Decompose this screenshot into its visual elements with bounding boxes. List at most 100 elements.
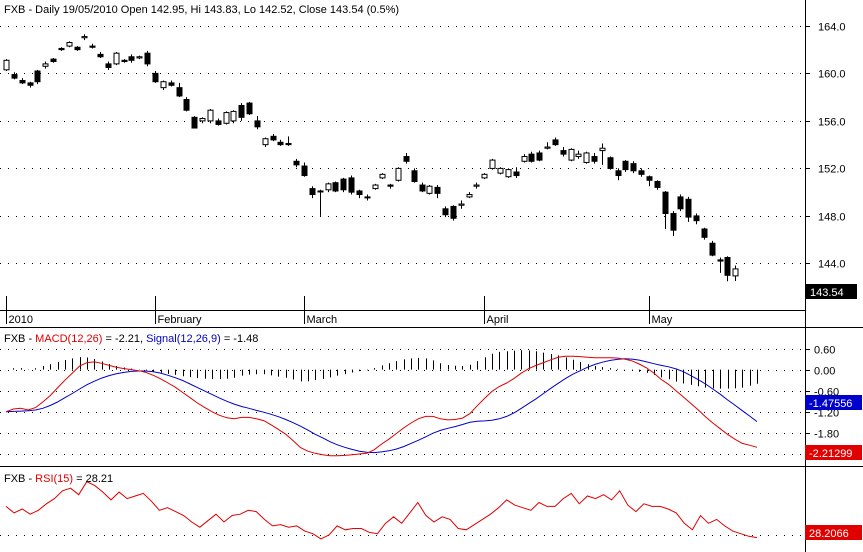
rsi-value: = 28.21: [73, 473, 113, 485]
candle-down: [638, 170, 645, 175]
candle-down: [246, 102, 253, 115]
candle-down: [630, 163, 637, 172]
macd-tick-label: -1.20: [814, 408, 839, 420]
candle-down: [411, 170, 418, 182]
candle-up: [160, 81, 167, 89]
candle-down: [591, 156, 598, 162]
candle-down: [387, 184, 394, 187]
candle-down: [340, 178, 347, 191]
candle-up: [544, 146, 551, 149]
macd-tick-label: -1.80: [814, 429, 839, 441]
candle-up: [505, 169, 512, 178]
price-tick-label: 160.0: [818, 69, 846, 81]
candle-down: [128, 56, 135, 61]
candle-up: [325, 183, 332, 191]
candle-down: [74, 46, 81, 51]
candle-up: [473, 184, 480, 187]
candle-up: [317, 190, 324, 193]
candle-down: [709, 242, 716, 256]
candle-down: [50, 58, 57, 63]
candle-down: [11, 74, 18, 79]
candle-down: [442, 208, 449, 216]
candle-down: [724, 256, 731, 276]
candle-down: [277, 141, 284, 146]
candle-down: [536, 152, 543, 161]
candle-down: [301, 165, 308, 177]
price-tick-label: 156.0: [818, 117, 846, 129]
price-tick-label: 164.0: [818, 22, 846, 34]
signal-value-tag-text: -1.47556: [809, 398, 852, 410]
candle-down: [450, 205, 457, 219]
candle-down: [717, 259, 724, 262]
candle-down: [677, 196, 684, 210]
candle-up: [199, 118, 206, 122]
candle-up: [497, 167, 504, 174]
candle-up: [458, 203, 465, 206]
candle-down: [434, 186, 441, 194]
candle-up: [262, 138, 269, 146]
signal-series-label: Signal(12,26,9): [146, 333, 221, 345]
date-tick-label: April: [487, 314, 509, 326]
candle-down: [646, 176, 653, 181]
candle-up: [223, 112, 230, 124]
candle-up: [395, 167, 402, 181]
candle-down: [419, 184, 426, 192]
rsi-header: FXB - RSI(15) = 28.21: [4, 473, 113, 485]
candle-down: [309, 188, 316, 196]
candle-up: [732, 268, 739, 277]
price-header: FXB - Daily 19/05/2010 Open 142.95, Hi 1…: [4, 4, 399, 16]
candle-down: [332, 182, 339, 192]
macd-header: FXB - MACD(12,26) = -2.21, Signal(12,26,…: [4, 333, 258, 345]
candle-down: [513, 171, 520, 177]
candle-up: [372, 184, 379, 190]
candle-up: [364, 196, 371, 199]
candle-down: [654, 180, 661, 188]
macd-value-tag-text: -2.21299: [809, 448, 852, 460]
candle-down: [27, 82, 34, 86]
candle-down: [615, 170, 622, 177]
macd-value-tag: -2.21299: [805, 445, 862, 460]
candle-down: [356, 190, 363, 196]
candle-down: [403, 156, 410, 162]
macd-tick-label: 0.00: [814, 366, 835, 378]
candle-up: [42, 63, 49, 67]
signal-value-tag: -1.47556: [805, 395, 862, 410]
candle-up: [379, 173, 386, 179]
signal-value: = -1.48: [221, 333, 259, 345]
candle-down: [270, 135, 277, 141]
macd-prefix: FXB -: [4, 333, 35, 345]
candle-up: [230, 110, 237, 122]
candle-up: [81, 36, 88, 39]
candle-down: [152, 72, 159, 83]
candle-up: [575, 153, 582, 158]
candle-down: [670, 213, 677, 231]
candle-down: [285, 142, 292, 146]
candle-up: [599, 147, 606, 152]
candle-down: [105, 63, 112, 68]
candle-down: [693, 215, 700, 222]
candle-up: [3, 59, 10, 71]
candle-down: [121, 59, 128, 63]
macd-histogram: [13, 350, 758, 389]
date-tick-label: May: [652, 314, 673, 326]
date-tick-label: February: [158, 314, 203, 326]
candle-up: [66, 42, 73, 47]
candle-up: [481, 173, 488, 179]
candle-up: [521, 156, 528, 162]
price-candlesticks: [3, 34, 739, 282]
candle-down: [97, 53, 104, 58]
candle-down: [89, 45, 96, 48]
candle-down: [607, 157, 614, 169]
macd-line: [5, 355, 758, 457]
candle-down: [58, 47, 65, 51]
candle-down: [685, 198, 692, 218]
date-tick-label: 2010: [9, 314, 33, 326]
candle-down: [560, 150, 567, 155]
price-tick-label: 152.0: [818, 164, 846, 176]
candle-down: [622, 160, 629, 171]
candle-down: [701, 228, 708, 238]
macd-lines: [5, 355, 758, 457]
candle-down: [19, 80, 26, 84]
candle-down: [348, 177, 355, 193]
